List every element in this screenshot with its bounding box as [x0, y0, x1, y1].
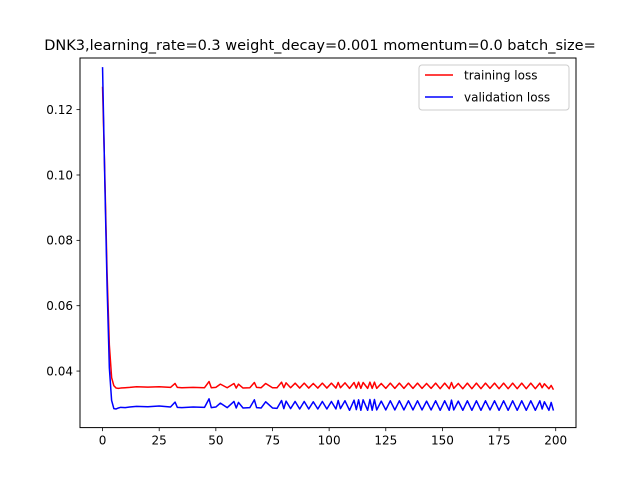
- x-tick-label: 25: [152, 434, 167, 448]
- axes-frame: [79, 57, 577, 429]
- chart-title: DNK3,learning_rate=0.3 weight_decay=0.00…: [44, 38, 596, 54]
- x-tick-label: 50: [208, 434, 223, 448]
- series-line-validation-loss: [101, 67, 555, 412]
- x-tick-label: 0: [99, 434, 107, 448]
- legend-box: [418, 64, 570, 111]
- x-tick-label: 200: [544, 434, 567, 448]
- x-tick-label: 75: [265, 434, 280, 448]
- y-tick-label: 0.06: [46, 299, 73, 313]
- x-tick-label: 100: [318, 434, 341, 448]
- y-tick-label: 0.08: [46, 234, 73, 248]
- legend-label-training-loss: training loss: [464, 69, 537, 83]
- plot-area: [101, 67, 555, 412]
- x-tick-label: 175: [488, 434, 511, 448]
- legend-label-validation-loss: validation loss: [464, 91, 550, 105]
- x-tick-label: 125: [374, 434, 397, 448]
- y-tick-label: 0.12: [46, 103, 73, 117]
- series-line-training-loss: [101, 86, 555, 391]
- legend: training loss validation loss: [418, 64, 570, 111]
- x-tick-label: 150: [431, 434, 454, 448]
- y-tick-label: 0.04: [46, 364, 73, 378]
- x-axis: 0 25 50 75 100 125 150 175 200: [99, 427, 567, 448]
- y-tick-label: 0.10: [46, 168, 73, 182]
- y-axis: 0.04 0.06 0.08 0.10 0.12: [46, 103, 80, 378]
